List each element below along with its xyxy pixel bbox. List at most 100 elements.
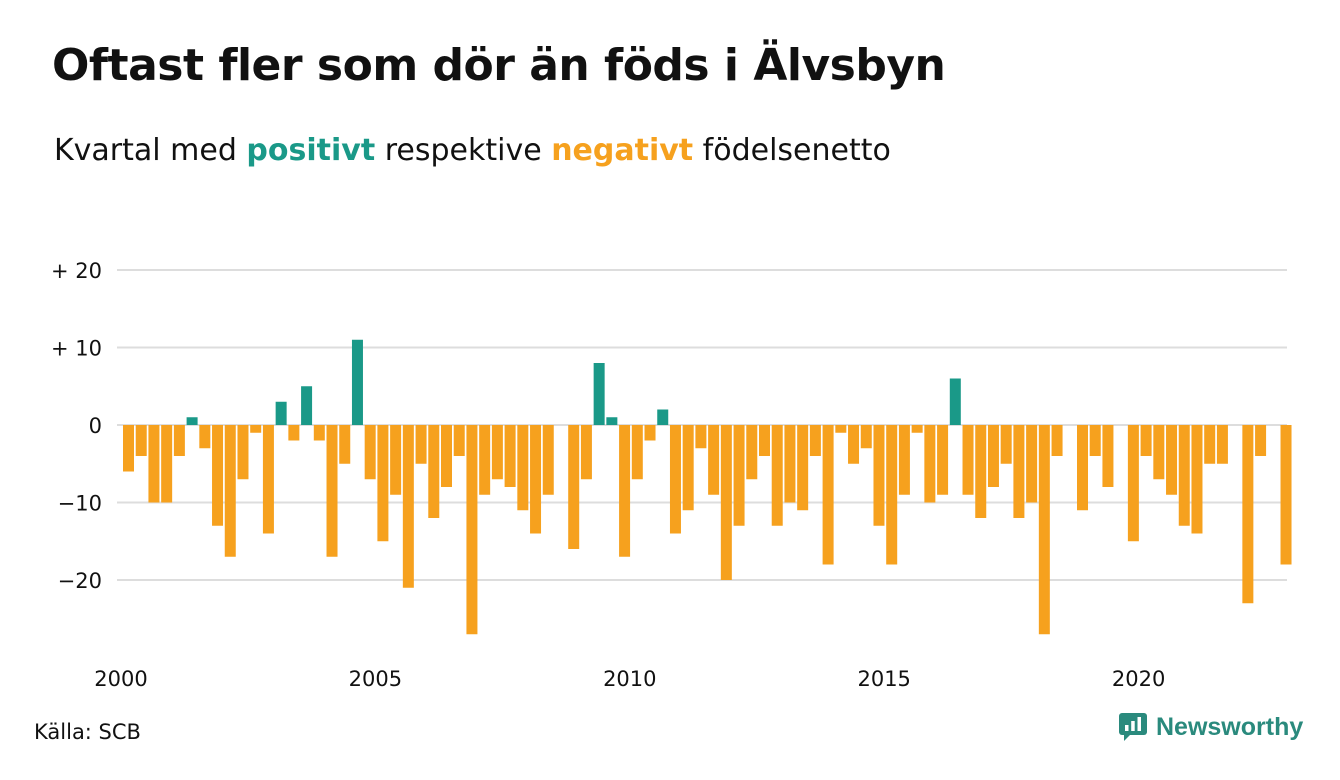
chart-title: Oftast fler som dör än föds i Älvsbyn [52,40,946,91]
bar [288,425,300,441]
bar [848,425,860,464]
bar [771,425,783,526]
bar [186,417,198,425]
bar [504,425,516,487]
bar [924,425,936,503]
bar [759,425,770,456]
bar [1166,425,1178,495]
bar [606,417,618,425]
x-tick-label: 2020 [1112,667,1165,691]
bar [809,425,821,456]
bar [364,425,376,480]
bar [619,425,631,557]
subtitle-positive: positivt [246,133,376,168]
bar [224,425,236,557]
bar [1000,425,1012,464]
x-tick-label: 2015 [857,667,910,691]
subtitle-middle: respektive [375,133,552,168]
bar [1077,425,1088,511]
bar [479,425,491,495]
bar [987,425,999,487]
bar [1191,425,1203,534]
bar [822,425,834,565]
bar [1140,425,1152,456]
bar [491,425,503,480]
bar [148,425,160,503]
bar [911,425,923,433]
bar [886,425,898,565]
bar [453,425,465,456]
bar [517,425,529,511]
bar [568,425,580,549]
brand-name: Newsworthy [1156,712,1304,741]
bar [695,425,707,449]
bar [313,425,325,441]
bar [580,425,592,480]
bar [326,425,338,557]
y-tick-label: −10 [58,492,102,516]
bar [351,339,363,425]
bar [402,425,414,588]
bar [949,378,961,425]
source-note: Källa: SCB [34,720,141,744]
y-tick-label: + 10 [51,337,102,361]
chart-subtitle: Kvartal med positivt respektive negativt… [54,133,891,168]
bar [428,425,440,518]
x-tick-label: 2010 [603,667,656,691]
bar [835,425,847,433]
bar [860,425,872,449]
bar [161,425,173,503]
bar [631,425,643,480]
bar [542,425,554,495]
bar [937,425,949,495]
bar [199,425,211,449]
bar-chart: + 20 + 10 0 −10 −20 2000 2005 2010 2015 2020 [51,259,1292,691]
bar [1242,425,1254,604]
bar [669,425,681,534]
bar [339,425,351,464]
bar [390,425,402,495]
bar [975,425,987,518]
bar [275,401,287,425]
subtitle-prefix: Kvartal med [54,133,247,168]
bar [898,425,910,495]
bar [1153,425,1165,480]
y-tick-label: + 20 [51,259,102,283]
bar [1178,425,1190,526]
subtitle-negative: negativt [551,133,694,168]
bar [530,425,542,534]
bar [733,425,745,526]
bar [873,425,885,526]
bar [441,425,452,487]
newsworthy-logo: Newsworthy [1118,712,1303,742]
bar [1280,425,1292,565]
bar [377,425,389,542]
bar [1089,425,1101,456]
y-tick-label: −20 [58,569,102,593]
bar [1216,425,1228,464]
bar [1038,425,1050,635]
bar [1204,425,1216,464]
bar [1026,425,1038,503]
bar [657,409,669,425]
bar [1051,425,1063,456]
bar [593,363,605,425]
x-tick-label: 2005 [349,667,402,691]
y-tick-label: 0 [89,414,102,438]
bar [1127,425,1139,542]
x-tick-label: 2000 [94,667,147,691]
bar [173,425,185,456]
bar [212,425,224,526]
bar [784,425,796,503]
bar [720,425,732,580]
bar [644,425,656,441]
bar [123,425,134,472]
bar [682,425,694,511]
bar [301,386,313,425]
bar [1013,425,1025,518]
bar [466,425,478,635]
bar [1255,425,1267,456]
bar [250,425,262,433]
bar [237,425,249,480]
subtitle-suffix: födelsenetto [693,133,891,168]
